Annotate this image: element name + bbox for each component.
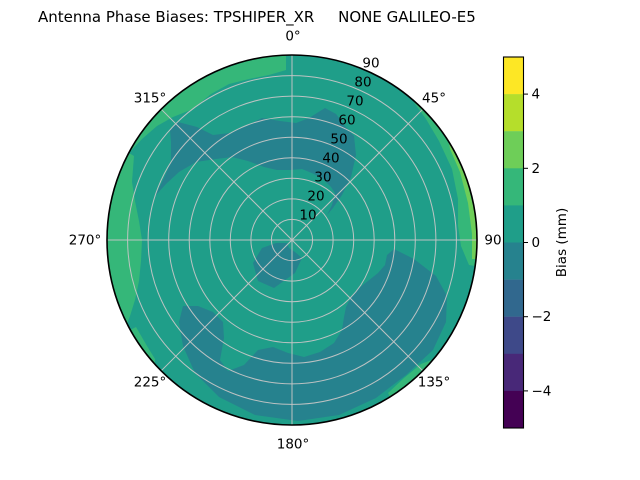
colorbar-axis-label: Bias (mm)	[554, 208, 570, 277]
theta-label-315: 315°	[134, 91, 167, 107]
contour-pos-lowerleft-sliver	[130, 327, 155, 364]
chart-title: Antenna Phase Biases: TPSHIPER_XR NONE G…	[38, 8, 476, 26]
colorbar-band	[503, 131, 524, 169]
radial-label-50: 50	[330, 132, 347, 148]
colorbar: 4 2 0 −2 −4 Bias (mm)	[502, 56, 570, 429]
theta-gridline	[291, 108, 424, 241]
colorbar-tick-label-2: 2	[532, 161, 541, 177]
radial-label-10: 10	[299, 208, 316, 224]
radial-label-30: 30	[314, 170, 331, 186]
colorbar-band	[503, 205, 524, 243]
colorbar-band	[503, 316, 524, 354]
contour-pos2-right-sliver	[449, 142, 477, 259]
radial-label-90: 90	[362, 56, 379, 72]
radial-label-40: 40	[322, 151, 339, 167]
colorbar-ticks	[523, 93, 528, 392]
radial-label-20: 20	[307, 189, 324, 205]
colorbar-band	[503, 57, 524, 95]
theta-label-135: 135°	[418, 375, 451, 391]
colorbar-band	[503, 242, 524, 280]
theta-label-180: 180°	[277, 437, 310, 453]
theta-label-225: 225°	[134, 375, 167, 391]
theta-label-0: 0°	[285, 29, 300, 45]
radial-label-70: 70	[346, 94, 363, 110]
colorbar-tick-label-neg4: −4	[532, 383, 552, 399]
colorbar-band	[503, 279, 524, 317]
colorbar-tick-label-neg2: −2	[532, 309, 552, 325]
theta-gridline	[291, 239, 424, 372]
contour-field	[107, 55, 477, 425]
colorbar-band	[503, 94, 524, 132]
contour-neg-top-arc	[155, 108, 356, 215]
contour-pos-right-rim	[411, 98, 477, 266]
radial-label-60: 60	[338, 113, 355, 129]
theta-gridline	[160, 239, 293, 372]
colorbar-band	[503, 168, 524, 206]
contour-neg-center-blob	[253, 243, 302, 288]
theta-label-90: 90	[484, 233, 501, 249]
colorbar-band	[503, 353, 524, 392]
theta-gridlines	[107, 55, 477, 425]
contour-pos-upperleft-rim	[129, 55, 286, 153]
contour-neg-bottom-region	[179, 249, 447, 421]
polar-spine	[106, 54, 478, 426]
theta-label-45: 45°	[422, 91, 446, 107]
colorbar-band	[503, 390, 524, 428]
radial-label-80: 80	[354, 75, 371, 91]
theta-label-270: 270°	[69, 233, 102, 249]
theta-gridline	[160, 108, 293, 241]
colorbar-tick-label-4: 4	[532, 87, 541, 103]
colorbar-tick-label-0: 0	[532, 235, 541, 251]
contour-pos-lowerright-sliver	[388, 359, 434, 397]
